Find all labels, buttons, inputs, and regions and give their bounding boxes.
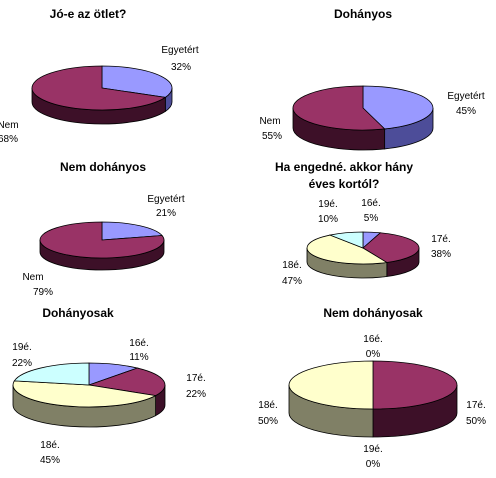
slice-percent-label: 55% bbox=[262, 131, 282, 142]
slice-label: 17é. bbox=[186, 373, 205, 384]
pie-slice bbox=[328, 231, 364, 249]
pie-chart-6: Nem dohányosak 16é. 0% 17é. 50% 18é. 50% 19é. 0% bbox=[258, 306, 486, 470]
pie-slice bbox=[13, 362, 90, 386]
pie-slice bbox=[101, 65, 173, 98]
slice-label: Nem bbox=[22, 272, 43, 283]
pie-slice bbox=[101, 221, 163, 241]
chart-title-line: Ha engedné. akkor hány bbox=[275, 160, 413, 174]
slice-percent-label: 45% bbox=[40, 455, 60, 466]
chart-title: Dohányosak bbox=[42, 306, 114, 320]
pie-slice bbox=[39, 221, 165, 259]
slice-label: Nem bbox=[259, 116, 280, 127]
pie-chart-3: Nem dohányos Egyetért 21% Nem 79% bbox=[22, 160, 184, 298]
slice-label: 16é. bbox=[363, 334, 382, 345]
slice-label: 16é. bbox=[361, 198, 380, 209]
slice-percent-label: 22% bbox=[186, 389, 206, 400]
slice-label: Egyetért bbox=[447, 91, 484, 102]
pie-slice bbox=[12, 380, 157, 408]
slice-percent-label: 0% bbox=[366, 459, 381, 470]
slice-percent-label: 22% bbox=[12, 358, 32, 369]
slice-label: 17é. bbox=[431, 234, 450, 245]
slice-percent-label: 10% bbox=[318, 214, 338, 225]
slice-label: Egyetért bbox=[161, 45, 198, 56]
pie-slice bbox=[372, 360, 458, 410]
chart-title: Jó-e az ötlet? bbox=[50, 7, 127, 21]
slice-percent-label: 0% bbox=[366, 349, 381, 360]
slice-label: 19é. bbox=[318, 199, 337, 210]
slice-percent-label: 38% bbox=[431, 249, 451, 260]
pie-slice bbox=[288, 360, 374, 410]
slice-label: Nem bbox=[0, 120, 19, 131]
slice-label: 16é. bbox=[129, 338, 148, 349]
slice-percent-label: 11% bbox=[129, 352, 148, 363]
chart-title: Nem dohányosak bbox=[323, 306, 423, 320]
slice-percent-label: 50% bbox=[466, 416, 486, 427]
slice-label: 19é. bbox=[363, 444, 382, 455]
slice-percent-label: 32% bbox=[171, 62, 191, 73]
slice-percent-label: 45% bbox=[456, 106, 476, 117]
pie-slice bbox=[31, 65, 167, 111]
slice-label: 17é. bbox=[466, 400, 485, 411]
slice-label: Egyetért bbox=[147, 194, 184, 205]
chart-title: Nem dohányos bbox=[60, 160, 146, 174]
pie-slice bbox=[362, 85, 434, 130]
pie-slice bbox=[306, 234, 389, 265]
slice-percent-label: 50% bbox=[258, 416, 278, 427]
pie-slice bbox=[88, 367, 166, 397]
slice-label: 18é. bbox=[40, 440, 59, 451]
slice-percent-label: 79% bbox=[33, 287, 53, 298]
slice-percent-label: 68% bbox=[0, 134, 18, 145]
slice-label: 18é. bbox=[258, 400, 277, 411]
slice-percent-label: 47% bbox=[282, 276, 302, 287]
slice-label: 18é. bbox=[282, 260, 301, 271]
pie-slice bbox=[292, 85, 386, 131]
slice-label: 19é. bbox=[12, 342, 31, 353]
pie-chart-5: Dohányosak 16é. 11% 17é. 22% 18é. 45% 19é. 22% bbox=[12, 306, 206, 466]
pie-chart-2: Dohányos Egyetért 45% Nem 55% bbox=[259, 7, 485, 151]
chart-title: Dohányos bbox=[334, 7, 392, 21]
pie-chart-1: Jó-e az ötlet? Egyetért 32% Nem 68% bbox=[0, 7, 199, 145]
slice-percent-label: 5% bbox=[364, 213, 379, 224]
pie-slice bbox=[362, 232, 420, 263]
chart-title-line: éves kortól? bbox=[309, 177, 380, 191]
pie-chart-4: Ha engedné. akkor hány éves kortól? 16é. 5%… bbox=[275, 160, 451, 287]
slice-percent-label: 21% bbox=[156, 208, 176, 219]
